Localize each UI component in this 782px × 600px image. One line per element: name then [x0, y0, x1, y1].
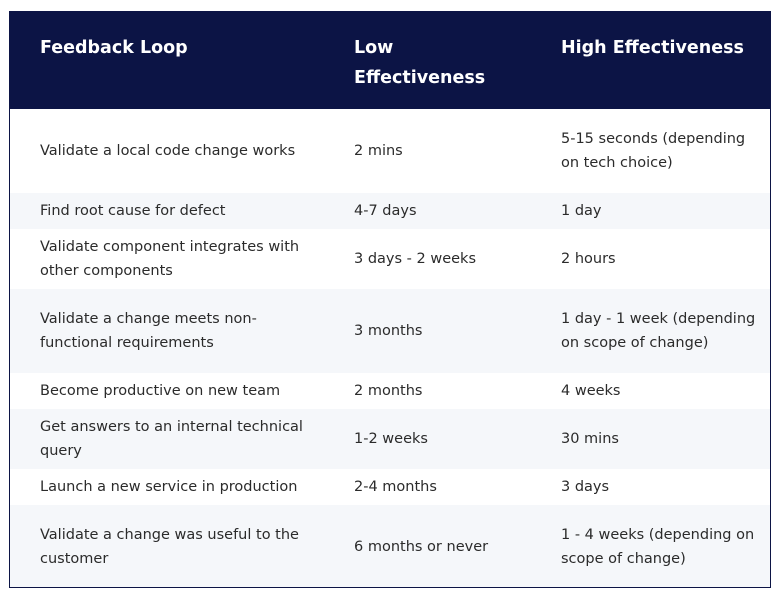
table-row: Validate a change meets non-functional r… — [10, 289, 770, 373]
low-effectiveness-cell: 6 months or never — [354, 539, 489, 555]
feedback-loop-cell: Find root cause for defect — [40, 203, 226, 219]
table-row: Launch a new service in production 2-4 m… — [10, 469, 770, 505]
table-row: Validate component integrates with other… — [10, 229, 770, 289]
low-effectiveness-cell: 1-2 weeks — [354, 431, 428, 447]
feedback-loop-table-frame: Feedback Loop Low Effectiveness High Eff… — [9, 11, 771, 588]
table-body: Validate a local code change works 2 min… — [10, 109, 770, 587]
high-effectiveness-cell: 2 hours — [561, 251, 616, 267]
header-high-effectiveness: High Effectiveness — [561, 38, 744, 58]
feedback-loop-cell: Validate component integrates with other… — [40, 239, 300, 279]
table-row: Validate a change was useful to the cust… — [10, 505, 770, 587]
table-row: Find root cause for defect 4-7 days 1 da… — [10, 193, 770, 229]
low-effectiveness-cell: 2-4 months — [354, 479, 437, 495]
low-effectiveness-cell: 3 months — [354, 323, 423, 339]
high-effectiveness-cell: 30 mins — [561, 431, 619, 447]
header-low-effectiveness: Low Effectiveness — [354, 38, 486, 88]
feedback-loop-cell: Validate a change was useful to the cust… — [40, 527, 299, 567]
high-effectiveness-cell: 1 - 4 weeks (depending on scope of chang… — [561, 527, 755, 567]
feedback-loop-cell: Become productive on new team — [40, 383, 281, 399]
feedback-loop-cell: Get answers to an internal technical que… — [40, 419, 303, 459]
feedback-loop-cell: Validate a change meets non-functional r… — [40, 311, 257, 351]
low-effectiveness-cell: 4-7 days — [354, 203, 417, 219]
feedback-loop-cell: Validate a local code change works — [40, 143, 296, 159]
header-row: Feedback Loop Low Effectiveness High Eff… — [10, 12, 770, 109]
high-effectiveness-cell: 5-15 seconds (depending on tech choice) — [561, 131, 746, 171]
low-effectiveness-cell: 2 months — [354, 383, 423, 399]
high-effectiveness-cell: 1 day - 1 week (depending on scope of ch… — [561, 311, 756, 351]
table-row: Become productive on new team 2 months 4… — [10, 373, 770, 409]
table-header: Feedback Loop Low Effectiveness High Eff… — [10, 12, 770, 109]
high-effectiveness-cell: 3 days — [561, 479, 610, 495]
feedback-loop-cell: Launch a new service in production — [40, 479, 298, 495]
low-effectiveness-cell: 3 days - 2 weeks — [354, 251, 476, 267]
feedback-loop-table: Feedback Loop Low Effectiveness High Eff… — [10, 12, 770, 587]
high-effectiveness-cell: 1 day — [561, 203, 602, 219]
header-feedback-loop: Feedback Loop — [40, 38, 188, 58]
table-row: Validate a local code change works 2 min… — [10, 109, 770, 193]
table-row: Get answers to an internal technical que… — [10, 409, 770, 469]
low-effectiveness-cell: 2 mins — [354, 143, 403, 159]
high-effectiveness-cell: 4 weeks — [561, 383, 621, 399]
